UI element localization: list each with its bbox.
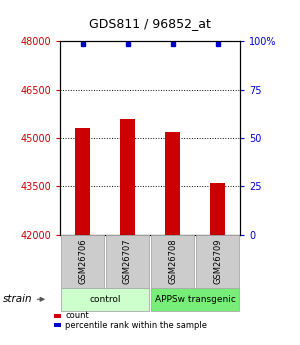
Text: GSM26706: GSM26706 (78, 238, 87, 284)
Text: strain: strain (3, 294, 33, 304)
Bar (120, 119, 135, 235)
Bar (75, 128, 90, 235)
Bar (210, 183, 225, 235)
Text: GSM26708: GSM26708 (168, 238, 177, 284)
Text: GDS811 / 96852_at: GDS811 / 96852_at (89, 17, 211, 30)
Text: GSM26709: GSM26709 (213, 239, 222, 284)
Text: GSM26707: GSM26707 (123, 238, 132, 284)
Text: percentile rank within the sample: percentile rank within the sample (65, 321, 207, 330)
Text: control: control (89, 295, 121, 304)
Text: count: count (65, 311, 89, 320)
Bar (165, 131, 180, 235)
Text: APPSw transgenic: APPSw transgenic (154, 295, 236, 304)
